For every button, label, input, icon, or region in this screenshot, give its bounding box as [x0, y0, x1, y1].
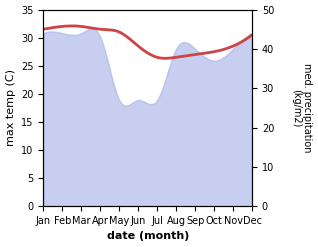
Y-axis label: med. precipitation
(kg/m2): med. precipitation (kg/m2) — [291, 63, 313, 153]
Y-axis label: max temp (C): max temp (C) — [5, 69, 16, 146]
X-axis label: date (month): date (month) — [107, 231, 189, 242]
